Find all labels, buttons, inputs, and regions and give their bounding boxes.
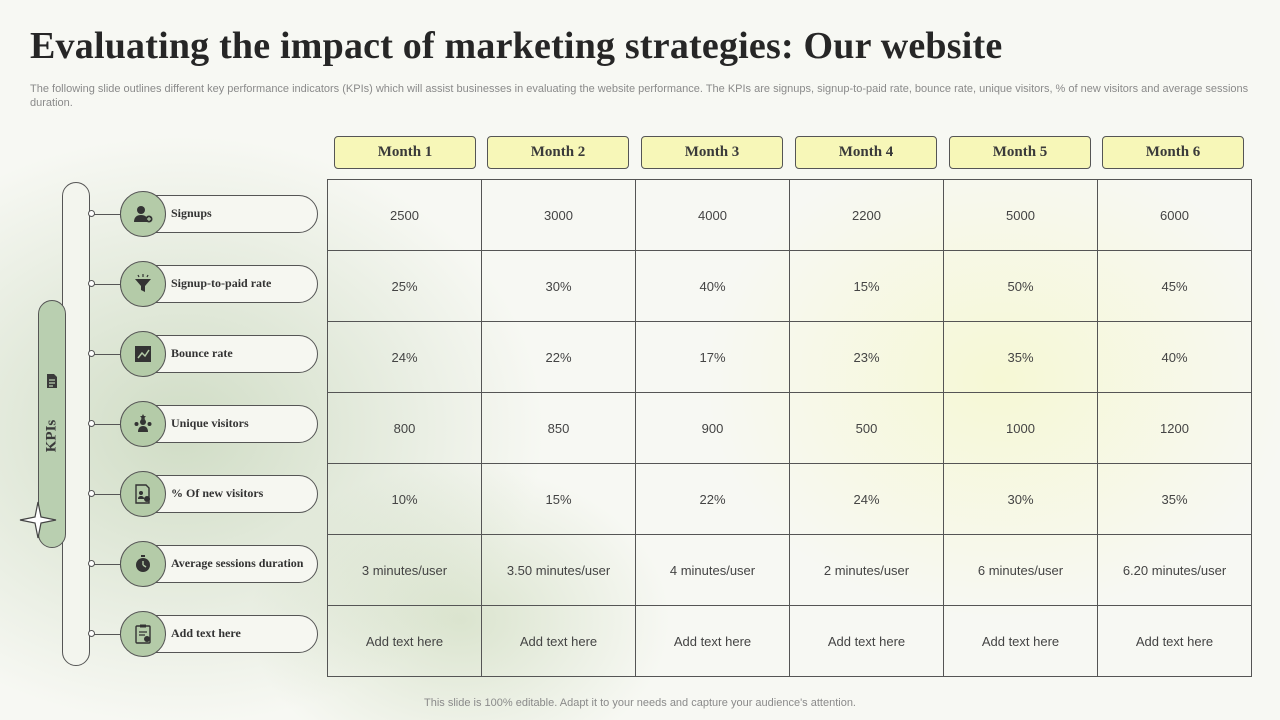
- table-cell: 500: [789, 392, 944, 464]
- table-cell: 10%: [327, 463, 482, 535]
- table-row: 2500 3000 4000 2200 5000 6000: [327, 179, 1252, 251]
- table-cell: 22%: [481, 321, 636, 393]
- table-cell: 24%: [789, 463, 944, 535]
- table-cell: 6000: [1097, 179, 1252, 251]
- row-dot: [88, 210, 95, 217]
- table-cell: 6.20 minutes/user: [1097, 534, 1252, 606]
- kpi-spine: [62, 182, 90, 666]
- row-dot: [88, 560, 95, 567]
- table-cell: 15%: [789, 250, 944, 322]
- page-title: Evaluating the impact of marketing strat…: [30, 25, 1003, 67]
- table-cell: 30%: [943, 463, 1098, 535]
- table-cell: 15%: [481, 463, 636, 535]
- table-cell: 2 minutes/user: [789, 534, 944, 606]
- table-cell: 35%: [943, 321, 1098, 393]
- users-star-icon: [134, 414, 152, 432]
- clipboard-check-icon: [135, 624, 151, 644]
- page-subtitle: The following slide outlines different k…: [30, 83, 1249, 109]
- table-row: Add text here Add text here Add text her…: [327, 605, 1252, 677]
- table-row: 24% 22% 17% 23% 35% 40%: [327, 321, 1252, 393]
- table-cell: 1200: [1097, 392, 1252, 464]
- table-cell: 50%: [943, 250, 1098, 322]
- table-cell: 3 minutes/user: [327, 534, 482, 606]
- footer-note: This slide is 100% editable. Adapt it to…: [424, 697, 856, 709]
- month-header-3: Month 3: [641, 136, 783, 169]
- table-row: 3 minutes/user 3.50 minutes/user 4 minut…: [327, 534, 1252, 606]
- table-cell: 3.50 minutes/user: [481, 534, 636, 606]
- month-header-4: Month 4: [795, 136, 937, 169]
- row-dot: [88, 420, 95, 427]
- table-cell: 23%: [789, 321, 944, 393]
- month-header-1: Month 1: [334, 136, 476, 169]
- funnel-icon: [135, 274, 151, 292]
- table-cell: 40%: [635, 250, 790, 322]
- row-dot: [88, 280, 95, 287]
- table-cell: Add text here: [789, 605, 944, 677]
- table-cell: Add text here: [327, 605, 482, 677]
- table-row: 800 850 900 500 1000 1200: [327, 392, 1252, 464]
- table-cell: 2200: [789, 179, 944, 251]
- table-cell: 40%: [1097, 321, 1252, 393]
- table-cell: 850: [481, 392, 636, 464]
- table-cell: Add text here: [1097, 605, 1252, 677]
- table-cell: 24%: [327, 321, 482, 393]
- table-cell: 2500: [327, 179, 482, 251]
- table-cell: 25%: [327, 250, 482, 322]
- table-cell: 3000: [481, 179, 636, 251]
- month-header-5: Month 5: [949, 136, 1091, 169]
- table-cell: 22%: [635, 463, 790, 535]
- table-row: 10% 15% 22% 24% 30% 35%: [327, 463, 1252, 535]
- kpi-pill-label: KPIs: [43, 419, 60, 453]
- month-header-2: Month 2: [487, 136, 629, 169]
- table-cell: 30%: [481, 250, 636, 322]
- stopwatch-icon: [136, 555, 150, 572]
- row-dot: [88, 490, 95, 497]
- sparkle-star-icon: [19, 501, 57, 539]
- table-cell: 45%: [1097, 250, 1252, 322]
- kpi-pill: [38, 300, 66, 548]
- table-cell: 5000: [943, 179, 1098, 251]
- table-cell: Add text here: [635, 605, 790, 677]
- table-cell: 4000: [635, 179, 790, 251]
- month-header-6: Month 6: [1102, 136, 1244, 169]
- table-cell: 17%: [635, 321, 790, 393]
- table-cell: 4 minutes/user: [635, 534, 790, 606]
- table-row: 25% 30% 40% 15% 50% 45%: [327, 250, 1252, 322]
- document-icon: [47, 374, 57, 388]
- table-cell: 6 minutes/user: [943, 534, 1098, 606]
- table-cell: 35%: [1097, 463, 1252, 535]
- table-cell: 800: [327, 392, 482, 464]
- row-dot: [88, 350, 95, 357]
- table-cell: Add text here: [943, 605, 1098, 677]
- document-users-icon: [135, 484, 150, 504]
- table-cell: 1000: [943, 392, 1098, 464]
- chart-arrow-icon: [135, 346, 151, 362]
- table-cell: 900: [635, 392, 790, 464]
- row-dot: [88, 630, 95, 637]
- table-cell: Add text here: [481, 605, 636, 677]
- kpi-data-table: 2500 3000 4000 2200 5000 6000 25% 30% 40…: [327, 179, 1252, 677]
- user-plus-icon: [134, 206, 153, 223]
